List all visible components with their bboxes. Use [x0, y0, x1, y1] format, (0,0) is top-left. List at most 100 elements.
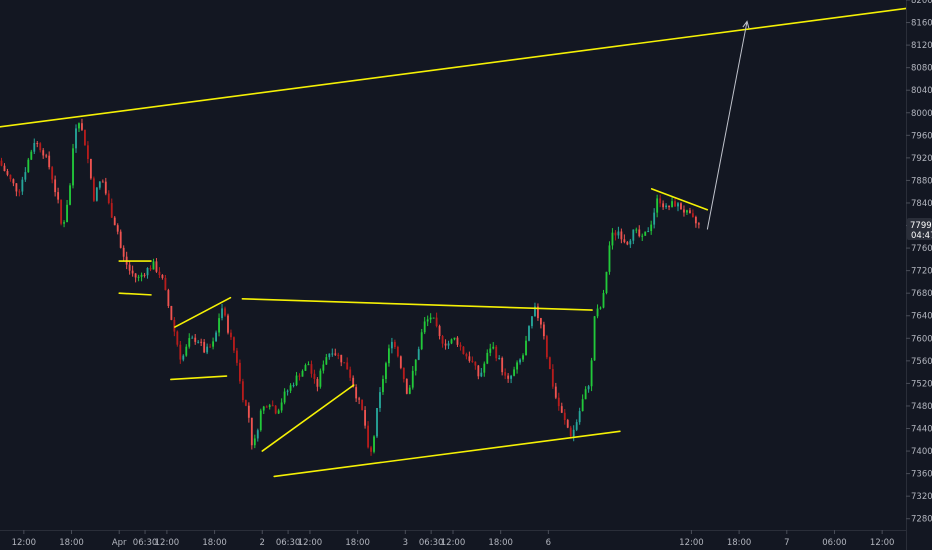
candle-body	[620, 231, 623, 240]
candle-body	[60, 199, 63, 224]
candle-body	[86, 145, 89, 159]
candle-body	[21, 179, 24, 192]
candle-body	[510, 375, 513, 379]
flag-bottom[interactable]	[118, 292, 152, 296]
x-tick-label: 12:00	[441, 538, 466, 548]
candle-body	[691, 213, 694, 218]
ascending-triangle-bottom[interactable]	[273, 430, 621, 478]
candle-body	[575, 422, 578, 430]
candle-body	[241, 381, 244, 401]
candle-body	[462, 346, 465, 355]
candle-body	[262, 406, 265, 411]
candle-body	[677, 203, 679, 207]
candle-body	[492, 346, 495, 349]
x-tick-label: 18:00	[202, 538, 227, 548]
candle-body	[116, 225, 119, 232]
candle-body	[191, 337, 194, 339]
candle-body	[149, 267, 152, 270]
pennant-top[interactable]	[650, 188, 709, 211]
candle-body	[230, 332, 232, 338]
candle-body	[653, 212, 656, 225]
candle-body	[188, 338, 191, 347]
candle-body	[244, 400, 247, 406]
candle-body	[349, 369, 352, 378]
candle-body	[119, 231, 122, 248]
candle-body	[128, 264, 131, 271]
candle-body	[304, 365, 307, 371]
candle-body	[548, 357, 551, 370]
candle-body	[587, 386, 590, 390]
candlestick-series	[0, 118, 700, 456]
candle-body	[238, 362, 241, 382]
candle-body	[647, 231, 650, 233]
x-tick-label: 18:00	[59, 538, 84, 548]
candle-body	[399, 356, 402, 368]
candle-body	[280, 402, 283, 411]
y-tick-label: 7400.0	[911, 447, 932, 457]
candle-body	[81, 123, 83, 130]
candle-body	[283, 391, 286, 403]
ascending-triangle-top[interactable]	[241, 298, 593, 311]
upper-trendline[interactable]	[0, 7, 907, 128]
candle-body	[390, 341, 393, 349]
candle-body	[694, 217, 697, 224]
y-tick-label: 8000.0	[911, 109, 932, 119]
candle-body	[545, 336, 548, 358]
x-tick-label: 12:00	[12, 538, 37, 548]
candle-body	[662, 203, 665, 208]
candle-body	[495, 346, 498, 359]
candle-body	[423, 321, 426, 333]
candle-body	[131, 270, 134, 274]
candle-body	[551, 369, 554, 387]
candle-body	[107, 193, 110, 204]
y-tick-label: 7600.0	[911, 334, 932, 344]
candle-body	[298, 375, 301, 377]
candle-body	[122, 247, 125, 257]
candle-body	[227, 315, 229, 333]
candle-body	[417, 349, 420, 360]
candle-body	[274, 405, 277, 414]
y-tick-label: 7280.0	[911, 515, 932, 525]
candle-body	[489, 348, 492, 353]
candle-body	[674, 201, 676, 207]
candle-body	[84, 129, 86, 146]
candle-body	[301, 370, 304, 377]
candle-body	[379, 392, 381, 409]
y-tick-label: 7440.0	[911, 425, 932, 435]
candle-body	[355, 387, 358, 399]
candle-body	[528, 326, 530, 341]
candle-body	[468, 356, 471, 361]
y-axis[interactable]: 8200.0 8160.0 8120.0 8080.0 8040.0 8000.0 7960…	[906, 0, 932, 525]
candle-body	[256, 430, 259, 439]
wedge-top[interactable]	[174, 296, 232, 328]
trendline-drawings[interactable]	[0, 7, 907, 478]
candle-body	[155, 261, 158, 272]
candle-body	[650, 224, 653, 232]
candle-body	[12, 179, 15, 184]
candle-body	[48, 155, 51, 168]
candle-body	[599, 307, 602, 309]
candle-body	[516, 362, 518, 370]
candle-body	[361, 399, 364, 410]
candle-body	[563, 412, 566, 421]
y-tick-label: 8040.0	[911, 86, 932, 96]
candle-body	[408, 387, 411, 394]
channel-support[interactable]	[261, 384, 355, 452]
candle-body	[584, 389, 587, 400]
candle-body	[271, 405, 274, 407]
current-price-marker: 7799.2 04:47	[907, 217, 932, 241]
wedge-bottom[interactable]	[170, 375, 228, 381]
x-tick-label: 12:00	[870, 538, 895, 548]
candle-body	[477, 365, 480, 377]
candle-body	[158, 271, 161, 275]
candle-body	[644, 231, 647, 236]
candle-body	[143, 274, 146, 276]
candle-body	[140, 274, 143, 277]
candle-body	[629, 240, 632, 245]
candle-body	[635, 229, 638, 231]
candle-body	[98, 181, 101, 188]
y-tick-label: 7960.0	[911, 131, 932, 141]
projection-arrow[interactable]	[706, 20, 750, 230]
